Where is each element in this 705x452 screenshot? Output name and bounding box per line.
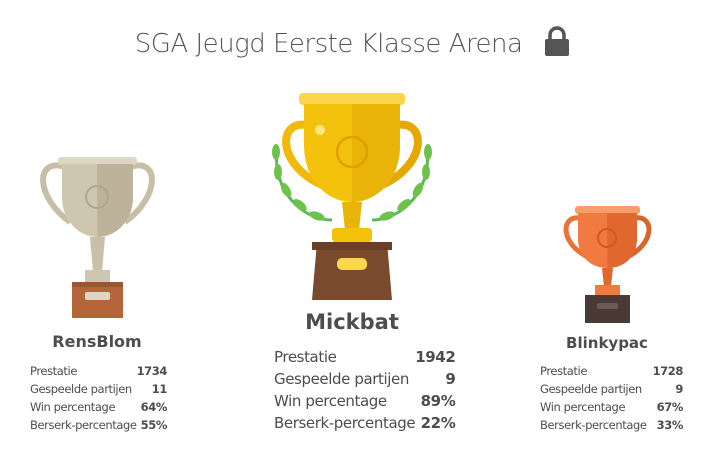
stat-row: Berserk-percentage 22% [274,412,456,434]
stat-label: Win percentage [540,400,626,414]
stat-row: Prestatie 1728 [540,362,683,380]
stat-label: Prestatie [274,348,337,366]
stat-value: 9 [675,382,683,396]
stat-row: Gespeelde partijen 9 [540,380,683,398]
stat-row: Gespeelde partijen 11 [30,380,167,398]
stat-value: 55% [140,418,168,432]
stat-row: Win percentage 67% [540,398,683,416]
stat-value: 1728 [652,364,684,378]
lock-icon [544,26,570,63]
gold-trophy-icon [272,93,432,300]
stats-first: Prestatie 1942 Gespeelde partijen 9 Win pe… [274,346,456,434]
stat-row: Prestatie 1942 [274,346,456,368]
player-name-second[interactable]: RensBlom [52,332,142,351]
stat-row: Prestatie 1734 [30,362,167,380]
bronze-trophy-icon [563,206,652,323]
stat-value: 22% [420,414,456,432]
stat-row: Gespeelde partijen 9 [274,368,456,390]
stats-second: Prestatie 1734 Gespeelde partijen 11 Win p… [30,362,167,434]
tournament-title: SGA Jeugd Eerste Klasse Arena [134,29,523,59]
stat-label: Gespeelde partijen [274,370,409,388]
stat-row: Berserk-percentage 33% [540,416,683,434]
stat-row: Berserk-percentage 55% [30,416,167,434]
stat-value: 1942 [415,348,456,366]
player-name-third[interactable]: Blinkypac [566,334,648,352]
stat-label: Win percentage [30,400,116,414]
stat-label: Berserk-percentage [274,414,416,432]
stat-label: Gespeelde partijen [30,382,132,396]
stat-label: Prestatie [30,364,78,378]
stat-label: Win percentage [274,392,387,410]
silver-trophy-icon [40,157,155,318]
stats-third: Prestatie 1728 Gespeelde partijen 9 Win pe… [540,362,683,434]
stat-value: 67% [656,400,684,414]
stat-value: 64% [140,400,168,414]
stat-row: Win percentage 89% [274,390,456,412]
page-title: SGA Jeugd Eerste Klasse Arena [0,26,705,63]
stat-value: 89% [420,392,456,410]
stat-label: Berserk-percentage [30,418,137,432]
stat-value: 9 [445,370,456,388]
stat-row: Win percentage 64% [30,398,167,416]
stat-label: Gespeelde partijen [540,382,642,396]
stat-label: Prestatie [540,364,588,378]
player-name-first[interactable]: Mickbat [305,310,399,334]
stat-value: 33% [656,418,684,432]
stat-value: 1734 [136,364,168,378]
stat-value: 11 [151,382,168,396]
stat-label: Berserk-percentage [540,418,647,432]
